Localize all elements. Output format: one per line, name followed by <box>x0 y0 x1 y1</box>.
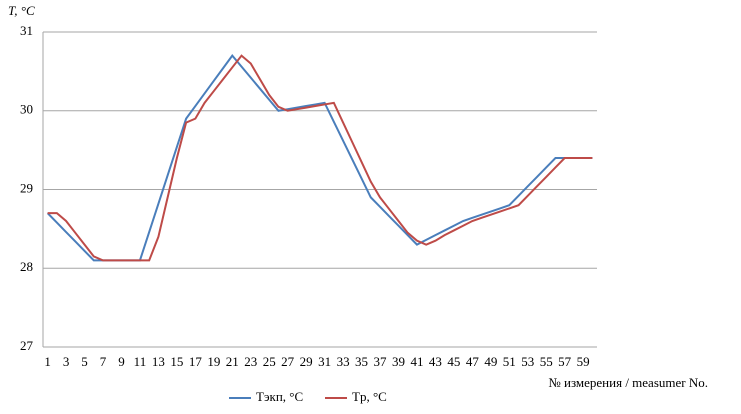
x-tick-label: 7 <box>100 354 107 369</box>
x-tick-label: 33 <box>337 354 350 369</box>
y-tick-label: 31 <box>20 23 33 38</box>
x-tick-label: 31 <box>318 354 331 369</box>
x-tick-label: 37 <box>374 354 388 369</box>
x-tick-label: 5 <box>81 354 88 369</box>
x-tick-label: 27 <box>281 354 295 369</box>
x-tick-label: 39 <box>392 354 405 369</box>
legend-label: Tp, °C <box>352 389 387 404</box>
x-tick-label: 51 <box>503 354 516 369</box>
x-tick-label: 3 <box>63 354 70 369</box>
x-tick-label: 43 <box>429 354 442 369</box>
x-tick-label: 29 <box>300 354 313 369</box>
x-tick-label: 57 <box>558 354 572 369</box>
x-tick-label: 41 <box>410 354 423 369</box>
x-tick-label: 53 <box>521 354 534 369</box>
x-tick-label: 55 <box>540 354 553 369</box>
x-tick-label: 13 <box>152 354 165 369</box>
y-tick-label: 28 <box>20 259 33 274</box>
y-tick-label: 27 <box>20 338 34 353</box>
series-line <box>47 54 593 262</box>
y-tick-label: 30 <box>20 102 33 117</box>
x-tick-label: 25 <box>263 354 276 369</box>
series-line <box>46 54 593 262</box>
x-tick-label: 23 <box>244 354 257 369</box>
x-tick-label: 1 <box>44 354 51 369</box>
x-tick-label: 17 <box>189 354 203 369</box>
legend-label: Tэкп, °C <box>256 389 303 404</box>
x-tick-label: 35 <box>355 354 368 369</box>
x-tick-label: 49 <box>484 354 497 369</box>
x-tick-label: 19 <box>207 354 220 369</box>
y-tick-label: 29 <box>20 180 33 195</box>
x-tick-label: 21 <box>226 354 239 369</box>
x-tick-label: 47 <box>466 354 480 369</box>
x-tick-label: 15 <box>170 354 183 369</box>
x-tick-label: 11 <box>134 354 147 369</box>
x-tick-label: 9 <box>118 354 125 369</box>
x-axis-label: № измерения / measumer No. <box>548 375 708 390</box>
y-axis-label: T, °C <box>8 3 35 18</box>
x-tick-label: 59 <box>577 354 590 369</box>
x-tick-label: 45 <box>447 354 460 369</box>
